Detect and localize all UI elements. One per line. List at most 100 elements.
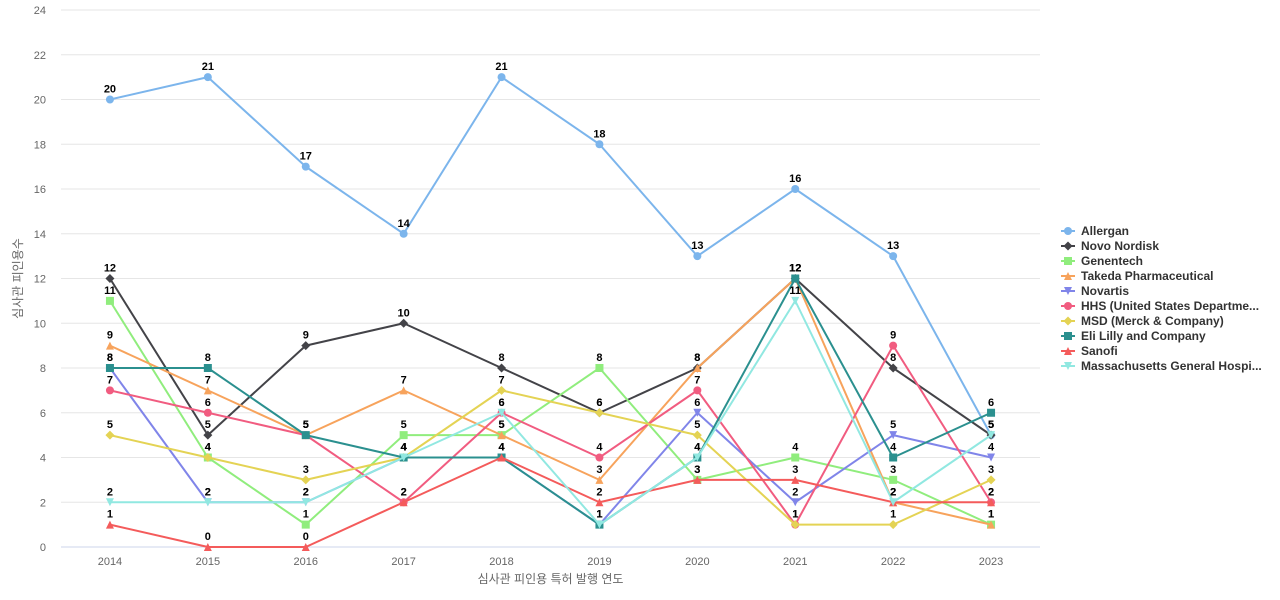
data-label: 4 bbox=[401, 442, 408, 454]
data-label: 3 bbox=[890, 464, 896, 476]
x-tick-label: 2020 bbox=[685, 556, 709, 568]
data-point bbox=[791, 498, 800, 507]
legend-item[interactable]: MSD (Merck & Company) bbox=[1061, 314, 1224, 328]
y-tick-label: 18 bbox=[34, 139, 46, 151]
data-point bbox=[692, 430, 702, 440]
data-label: 9 bbox=[890, 330, 896, 342]
y-tick-label: 6 bbox=[40, 408, 46, 420]
data-label: 6 bbox=[498, 397, 504, 409]
series-line bbox=[108, 456, 993, 548]
data-label: 7 bbox=[694, 374, 700, 386]
data-label: 5 bbox=[890, 419, 896, 431]
data-point bbox=[595, 364, 604, 372]
y-tick-label: 8 bbox=[40, 363, 46, 375]
data-point bbox=[497, 408, 506, 417]
data-point bbox=[301, 543, 310, 551]
data-point bbox=[595, 498, 604, 507]
data-label: 12 bbox=[789, 263, 801, 275]
data-label: 7 bbox=[107, 374, 113, 386]
y-tick-label: 16 bbox=[34, 184, 46, 196]
data-label: 7 bbox=[498, 374, 504, 386]
data-label: 2 bbox=[205, 486, 211, 498]
data-point bbox=[790, 520, 800, 530]
x-tick-label: 2017 bbox=[391, 556, 415, 568]
data-label: 6 bbox=[596, 397, 602, 409]
data-label: 12 bbox=[104, 263, 116, 275]
legend-item[interactable]: Sanofi bbox=[1061, 344, 1118, 358]
data-label: 10 bbox=[398, 307, 410, 319]
data-point bbox=[594, 408, 604, 418]
data-label: 4 bbox=[401, 442, 408, 454]
y-tick-label: 4 bbox=[40, 453, 46, 465]
legend-label: Novo Nordisk bbox=[1081, 239, 1159, 253]
data-point bbox=[203, 543, 212, 551]
data-label: 2 bbox=[890, 486, 896, 498]
data-label: 5 bbox=[303, 419, 309, 431]
data-point bbox=[301, 341, 311, 351]
legend-item[interactable]: Allergan bbox=[1061, 224, 1129, 238]
y-tick-label: 10 bbox=[34, 318, 46, 330]
legend-item[interactable]: Takeda Pharmaceutical bbox=[1061, 269, 1214, 283]
data-label: 4 bbox=[988, 442, 995, 454]
legend-marker bbox=[1064, 302, 1072, 310]
data-point bbox=[203, 73, 212, 82]
data-point bbox=[203, 364, 212, 372]
data-label: 5 bbox=[988, 419, 994, 431]
legend-item[interactable]: Genentech bbox=[1061, 254, 1143, 268]
data-label: 6 bbox=[988, 397, 994, 409]
legend-item[interactable]: HHS (United States Departme... bbox=[1061, 299, 1259, 313]
data-point bbox=[301, 475, 311, 485]
y-tick-label: 14 bbox=[34, 229, 46, 241]
data-label: 6 bbox=[694, 397, 700, 409]
series-line bbox=[108, 344, 993, 526]
legend-label: HHS (United States Departme... bbox=[1081, 299, 1259, 313]
data-label: 3 bbox=[694, 464, 700, 476]
series-5 bbox=[105, 341, 996, 529]
data-label: 11 bbox=[104, 285, 116, 297]
data-point bbox=[497, 73, 506, 82]
data-label: 8 bbox=[694, 352, 700, 364]
data-point bbox=[889, 431, 898, 440]
data-point bbox=[693, 252, 702, 261]
legend-marker bbox=[1063, 316, 1073, 326]
y-tick-label: 12 bbox=[34, 274, 46, 286]
data-label: 4 bbox=[694, 442, 701, 454]
legend-item[interactable]: Massachusetts General Hospi... bbox=[1061, 359, 1262, 373]
data-label: 8 bbox=[498, 352, 504, 364]
series-line bbox=[108, 76, 993, 437]
legend-label: Novartis bbox=[1081, 284, 1129, 298]
y-tick-label: 22 bbox=[34, 50, 46, 62]
data-point bbox=[203, 386, 212, 395]
legend-marker bbox=[1064, 272, 1072, 280]
data-label: 4 bbox=[205, 442, 212, 454]
x-tick-label: 2016 bbox=[294, 556, 318, 568]
data-label: 13 bbox=[887, 240, 899, 252]
data-label: 3 bbox=[596, 464, 602, 476]
data-label: 5 bbox=[498, 419, 504, 431]
data-point bbox=[791, 475, 800, 484]
legend-label: Takeda Pharmaceutical bbox=[1081, 269, 1214, 283]
data-point bbox=[203, 430, 213, 440]
data-label: 2 bbox=[401, 486, 407, 498]
data-point bbox=[791, 185, 800, 193]
data-label: 4 bbox=[890, 442, 897, 454]
data-point bbox=[203, 453, 213, 462]
data-point bbox=[105, 341, 114, 350]
legend-item[interactable]: Novartis bbox=[1061, 284, 1129, 298]
data-label: 14 bbox=[398, 218, 411, 230]
data-point bbox=[889, 453, 898, 462]
data-label: 8 bbox=[596, 352, 602, 364]
legend-item[interactable]: Novo Nordisk bbox=[1061, 239, 1159, 253]
legend-item[interactable]: Eli Lilly and Company bbox=[1061, 329, 1206, 343]
legend-label: Genentech bbox=[1081, 254, 1143, 268]
data-label: 5 bbox=[303, 419, 309, 431]
data-point bbox=[105, 95, 114, 104]
x-tick-label: 2018 bbox=[489, 556, 513, 568]
data-point bbox=[399, 453, 408, 462]
data-label: 8 bbox=[107, 352, 113, 364]
legend-marker bbox=[1064, 347, 1072, 355]
data-point bbox=[301, 520, 310, 529]
data-label: 4 bbox=[498, 442, 505, 454]
